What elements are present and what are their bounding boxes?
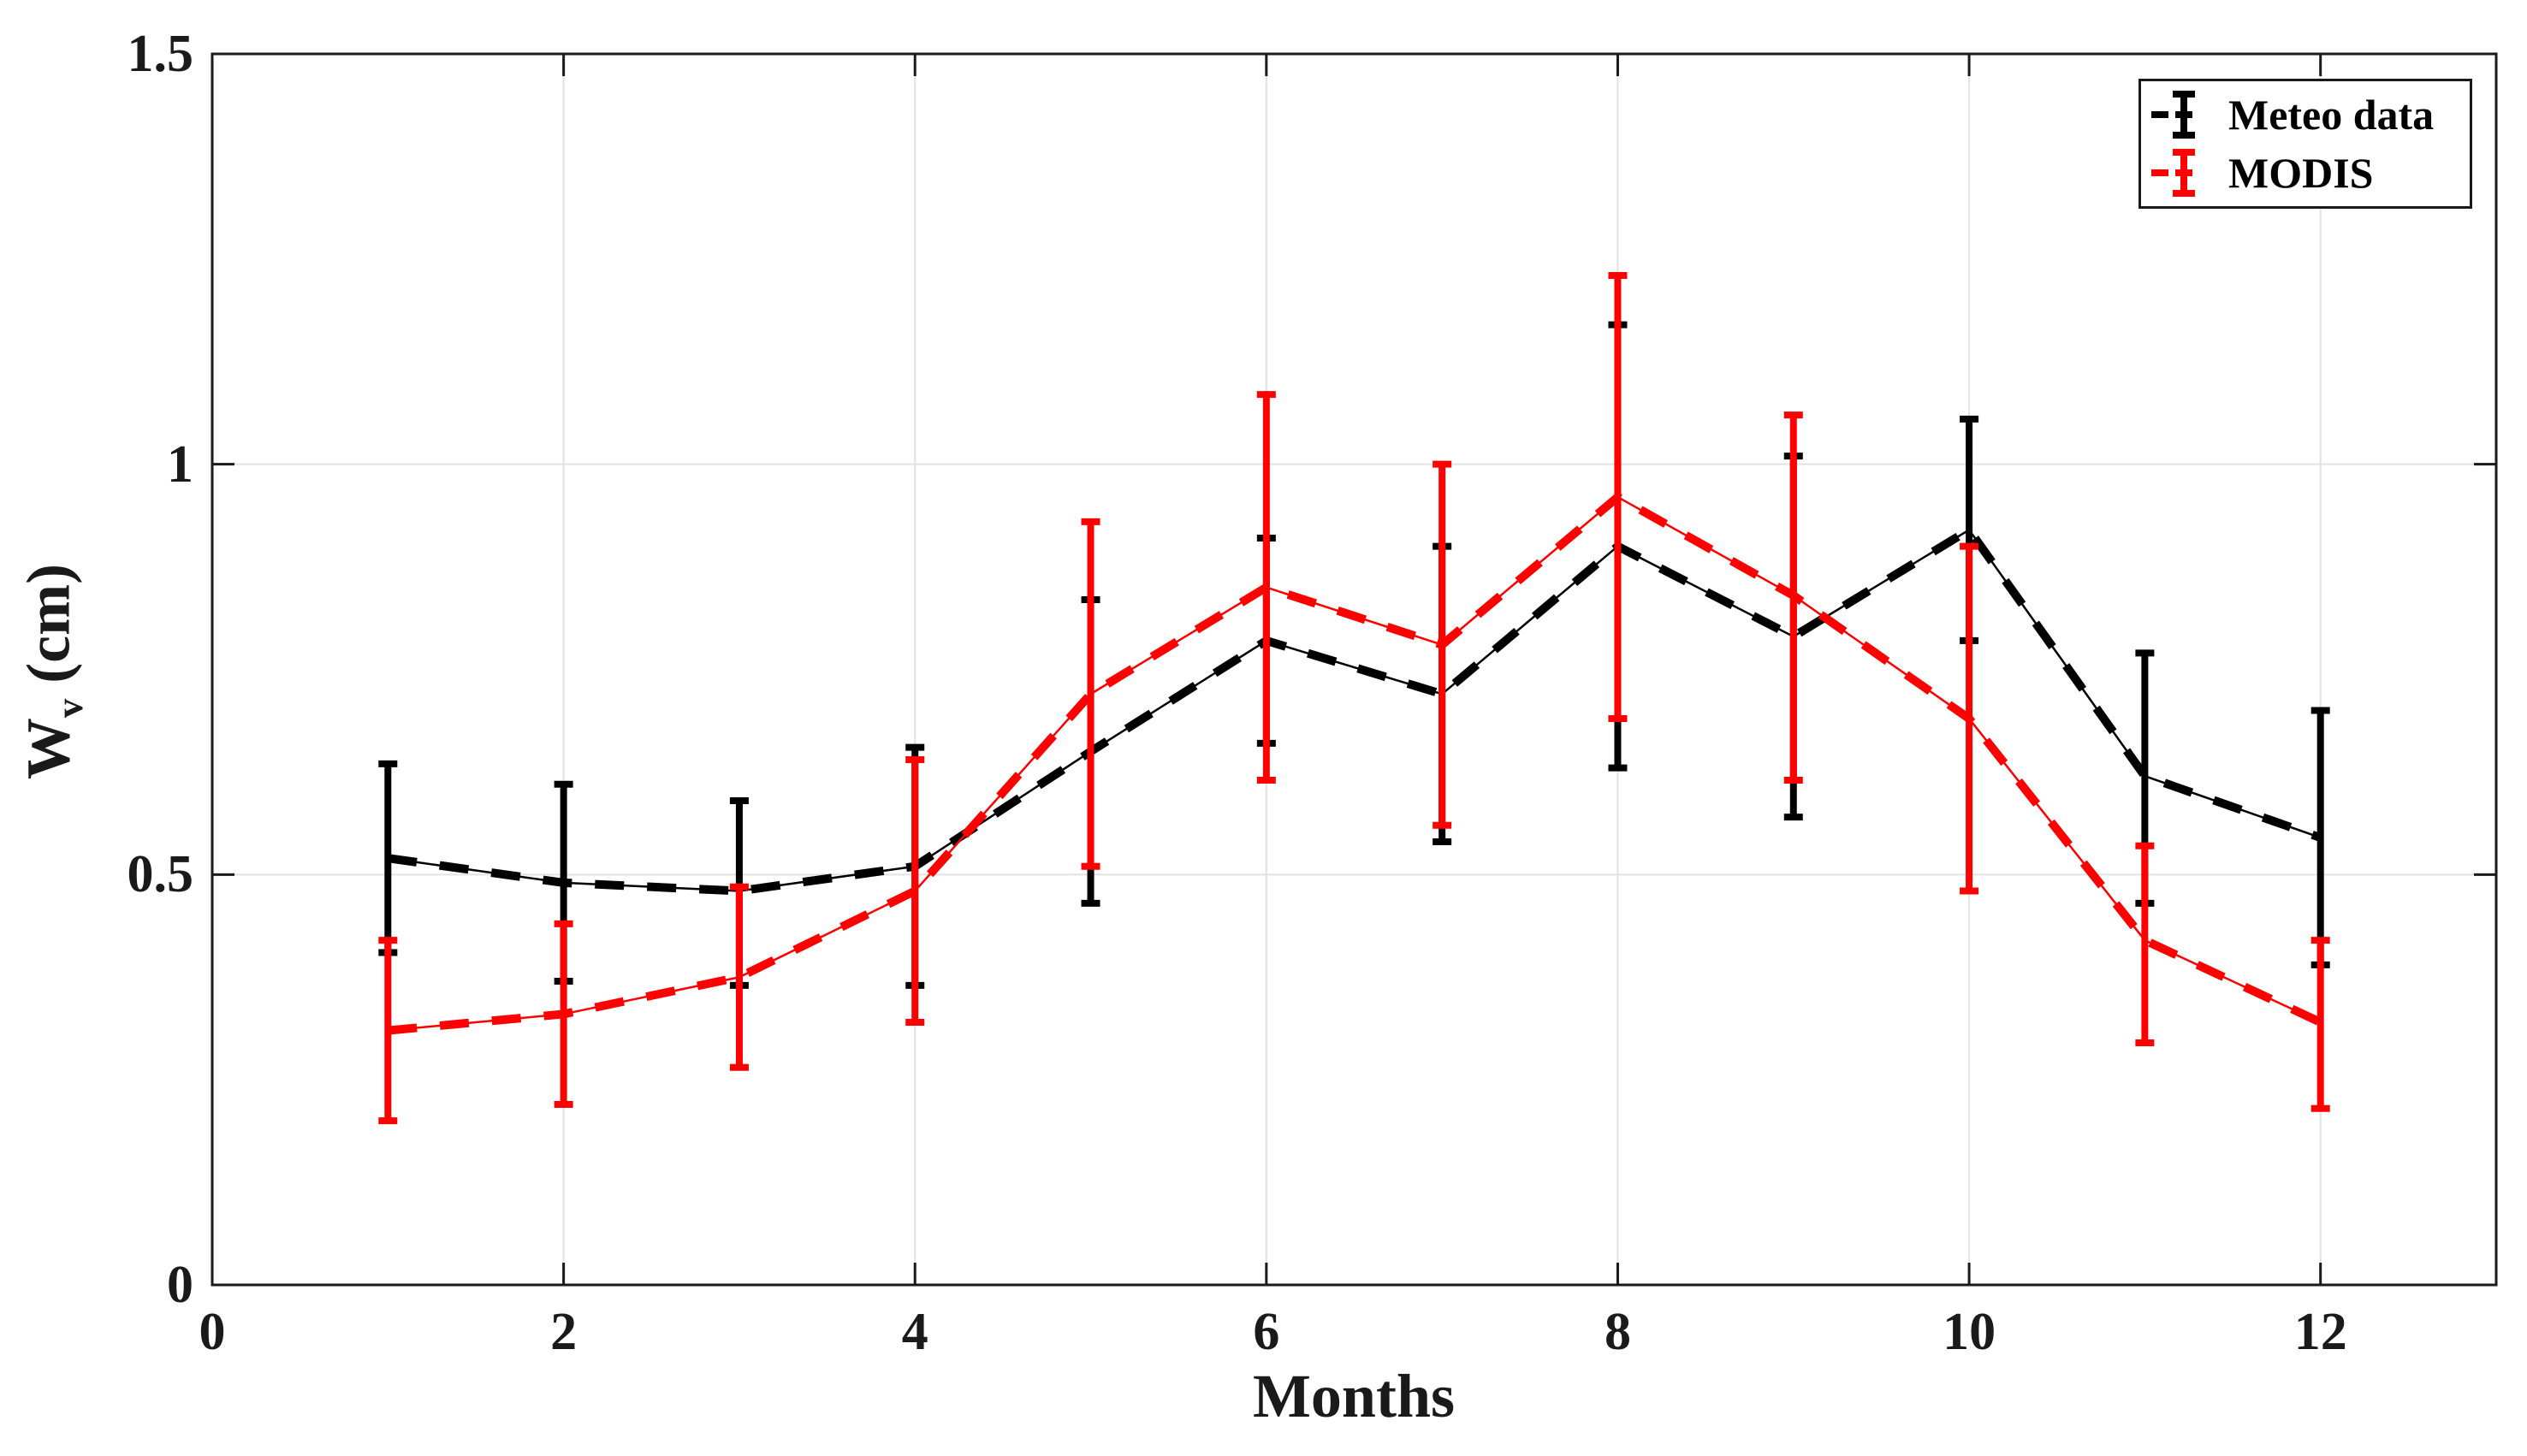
series-meteo-data bbox=[378, 321, 2330, 989]
legend-label: MODIS bbox=[2228, 148, 2374, 197]
x-tick-label: 8 bbox=[1604, 1303, 1631, 1361]
data-line-solid bbox=[388, 495, 2322, 1032]
legend-item-meteo-data: Meteo data bbox=[2150, 87, 2461, 142]
gridlines bbox=[212, 54, 2496, 1285]
errorbar-line-icon bbox=[2151, 148, 2195, 197]
x-tick-label: 2 bbox=[550, 1303, 578, 1361]
y-axis-label-main: W bbox=[14, 718, 83, 780]
x-tick-label: 0 bbox=[199, 1303, 226, 1361]
legend-item-modis: MODIS bbox=[2150, 145, 2461, 200]
y-tick-label: 0.5 bbox=[127, 845, 194, 904]
x-tick-label: 4 bbox=[901, 1303, 928, 1361]
series-modis bbox=[378, 272, 2330, 1125]
data-line-solid bbox=[388, 528, 2322, 892]
y-tick-label: 1.5 bbox=[127, 25, 194, 83]
x-axis-label: Months bbox=[1252, 1362, 1456, 1430]
x-tick-label: 6 bbox=[1253, 1303, 1280, 1361]
y-axis-label: Wv (cm) bbox=[14, 563, 91, 780]
data-line-dashed bbox=[387, 491, 2322, 1035]
y-tick-label: 0 bbox=[167, 1256, 193, 1314]
axes-box bbox=[211, 52, 2498, 1287]
x-tick-label: 10 bbox=[1943, 1303, 1996, 1361]
errorbar-line-icon bbox=[2151, 91, 2195, 139]
legend-label: Meteo data bbox=[2228, 91, 2435, 139]
x-tick-label: 12 bbox=[2293, 1303, 2347, 1361]
legend-box: Meteo data MODIS bbox=[2138, 79, 2472, 209]
y-tick-label: 1 bbox=[167, 435, 193, 494]
y-axis-label-sub: v bbox=[47, 698, 91, 719]
data-line-dashed bbox=[387, 524, 2322, 896]
y-axis-label-unit: (cm) bbox=[14, 563, 83, 699]
